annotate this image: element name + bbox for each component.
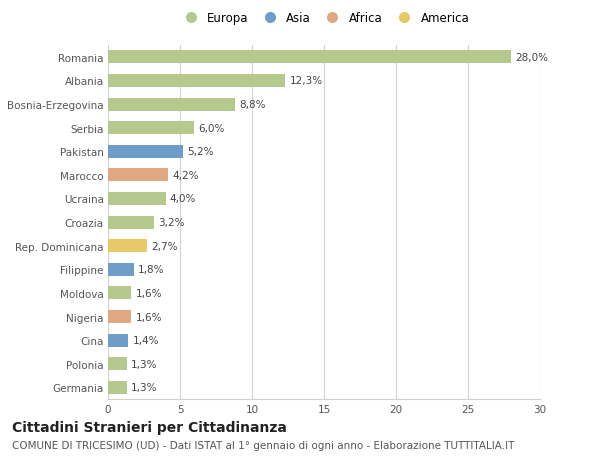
Legend: Europa, Asia, Africa, America: Europa, Asia, Africa, America [176,9,472,27]
Bar [108,193,166,206]
Bar [108,146,183,158]
Text: 1,6%: 1,6% [136,288,162,298]
Bar [108,98,235,111]
Bar [108,122,194,135]
Bar [108,358,127,370]
Text: 5,2%: 5,2% [187,147,214,157]
Bar [108,381,127,394]
Text: 6,0%: 6,0% [199,123,225,134]
Text: 3,2%: 3,2% [158,218,185,228]
Text: 1,3%: 1,3% [131,359,158,369]
Bar [108,310,131,323]
Text: COMUNE DI TRICESIMO (UD) - Dati ISTAT al 1° gennaio di ogni anno - Elaborazione : COMUNE DI TRICESIMO (UD) - Dati ISTAT al… [12,440,514,450]
Text: 4,2%: 4,2% [173,170,199,180]
Text: 12,3%: 12,3% [289,76,323,86]
Bar [108,75,285,88]
Bar [108,169,169,182]
Text: 1,4%: 1,4% [133,336,159,346]
Bar [108,287,131,300]
Text: Cittadini Stranieri per Cittadinanza: Cittadini Stranieri per Cittadinanza [12,420,287,434]
Bar [108,263,134,276]
Text: 8,8%: 8,8% [239,100,266,110]
Bar [108,240,147,252]
Text: 4,0%: 4,0% [170,194,196,204]
Text: 28,0%: 28,0% [515,53,548,63]
Text: 1,6%: 1,6% [136,312,162,322]
Text: 1,8%: 1,8% [138,265,165,275]
Text: 2,7%: 2,7% [151,241,178,251]
Text: 1,3%: 1,3% [131,382,158,392]
Bar [108,51,511,64]
Bar [108,334,128,347]
Bar [108,216,154,229]
